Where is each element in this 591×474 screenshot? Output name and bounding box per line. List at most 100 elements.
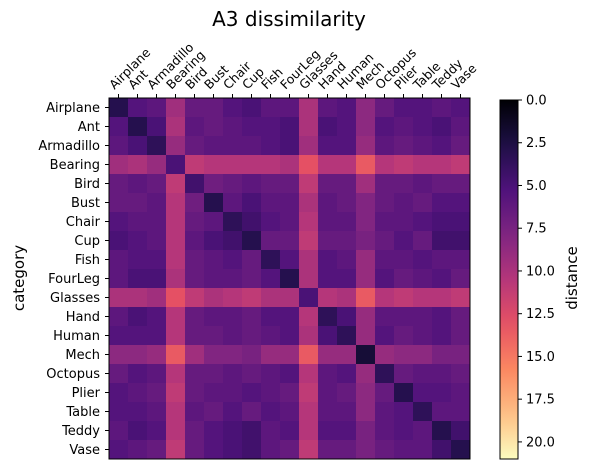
y-tick-label: Glasses — [50, 291, 100, 306]
heatmap-cell — [204, 193, 224, 213]
y-tick-label: Vase — [69, 443, 100, 458]
heatmap-cell — [394, 383, 414, 403]
heatmap-cell — [147, 269, 167, 289]
heatmap-cell — [242, 174, 262, 194]
heatmap-cell — [432, 440, 452, 460]
y-tick-label: Mech — [65, 348, 100, 363]
heatmap-cell — [261, 136, 281, 156]
heatmap-cell — [204, 117, 224, 137]
heatmap-cell — [242, 440, 262, 460]
heatmap-cell — [128, 421, 148, 441]
heatmap-cell — [356, 402, 376, 422]
heatmap-cell — [242, 364, 262, 384]
heatmap-cell — [223, 155, 243, 175]
y-tick-label: Fish — [75, 253, 100, 268]
heatmap-cell — [318, 383, 338, 403]
heatmap-cell — [128, 345, 148, 365]
heatmap-cell — [394, 364, 414, 384]
heatmap-cell — [375, 326, 395, 346]
heatmap-cell — [261, 440, 281, 460]
heatmap-cell — [318, 421, 338, 441]
heatmap-cell — [185, 98, 205, 118]
heatmap-cell — [356, 212, 376, 232]
heatmap-cell — [337, 212, 357, 232]
heatmap-cell — [204, 307, 224, 327]
heatmap-cell — [451, 421, 471, 441]
heatmap-cell — [451, 326, 471, 346]
heatmap-cell — [109, 117, 129, 137]
heatmap-cell — [166, 193, 186, 213]
heatmap-cell — [223, 269, 243, 289]
heatmap-cell — [413, 231, 433, 251]
heatmap-cell — [166, 174, 186, 194]
y-tick-labels: Airplane Ant Armadillo Bearing Bird Bust Chair… — [38, 101, 109, 458]
heatmap-cell — [147, 174, 167, 194]
heatmap-cell — [394, 136, 414, 156]
heatmap-cell — [413, 345, 433, 365]
heatmap-cell — [375, 212, 395, 232]
heatmap-cell — [185, 174, 205, 194]
heatmap-cell — [375, 231, 395, 251]
heatmap-cell — [204, 364, 224, 384]
heatmap-cell — [432, 193, 452, 213]
heatmap-cell — [128, 231, 148, 251]
heatmap-cell — [356, 440, 376, 460]
heatmap-cell — [147, 193, 167, 213]
heatmap-cell — [166, 326, 186, 346]
heatmap-cell — [413, 212, 433, 232]
heatmap-cell — [223, 250, 243, 270]
heatmap-cell — [185, 345, 205, 365]
heatmap-cell — [451, 212, 471, 232]
heatmap-cell — [128, 98, 148, 118]
heatmap-cell — [109, 155, 129, 175]
heatmap-cell — [223, 421, 243, 441]
chart-title: A3 dissimilarity — [212, 7, 366, 31]
heatmap-cell — [356, 231, 376, 251]
heatmap-cell — [337, 421, 357, 441]
heatmap-cell — [128, 193, 148, 213]
heatmap-cell — [280, 326, 300, 346]
heatmap-cell — [280, 383, 300, 403]
y-tick-label: Teddy — [61, 424, 100, 439]
heatmap-cell — [109, 174, 129, 194]
heatmap-cell — [280, 402, 300, 422]
heatmap-cell — [299, 212, 319, 232]
heatmap-cell — [413, 402, 433, 422]
heatmap-cell — [318, 269, 338, 289]
heatmap-cell — [147, 383, 167, 403]
heatmap-cell — [280, 231, 300, 251]
heatmap-cell — [318, 345, 338, 365]
heatmap-cell — [223, 288, 243, 308]
heatmap-cell — [185, 250, 205, 270]
y-tick-label: Bust — [71, 196, 100, 211]
heatmap-cell — [185, 155, 205, 175]
heatmap-cell — [261, 421, 281, 441]
heatmap-cell — [204, 288, 224, 308]
heatmap-cell — [432, 174, 452, 194]
heatmap-cell — [128, 117, 148, 137]
colorbar-tick-label: 2.5 — [526, 136, 547, 151]
heatmap-cell — [451, 98, 471, 118]
heatmap-cell — [299, 269, 319, 289]
heatmap-cell — [223, 98, 243, 118]
y-tick-label: Hand — [66, 310, 100, 325]
heatmap-cell — [280, 98, 300, 118]
heatmap-cell — [242, 307, 262, 327]
heatmap-cell — [432, 155, 452, 175]
heatmap-cell — [261, 345, 281, 365]
heatmap-cell — [413, 193, 433, 213]
heatmap-cell — [109, 345, 129, 365]
heatmap-cell — [261, 383, 281, 403]
heatmap-cell — [375, 250, 395, 270]
heatmap-cell — [204, 345, 224, 365]
heatmap-cell — [318, 136, 338, 156]
heatmap-cell — [432, 402, 452, 422]
heatmap-cell — [185, 136, 205, 156]
heatmap-cell — [109, 193, 129, 213]
heatmap-cell — [128, 212, 148, 232]
heatmap-cell — [394, 402, 414, 422]
heatmap-cell — [109, 231, 129, 251]
heatmap-cell — [337, 288, 357, 308]
heatmap-cell — [337, 345, 357, 365]
